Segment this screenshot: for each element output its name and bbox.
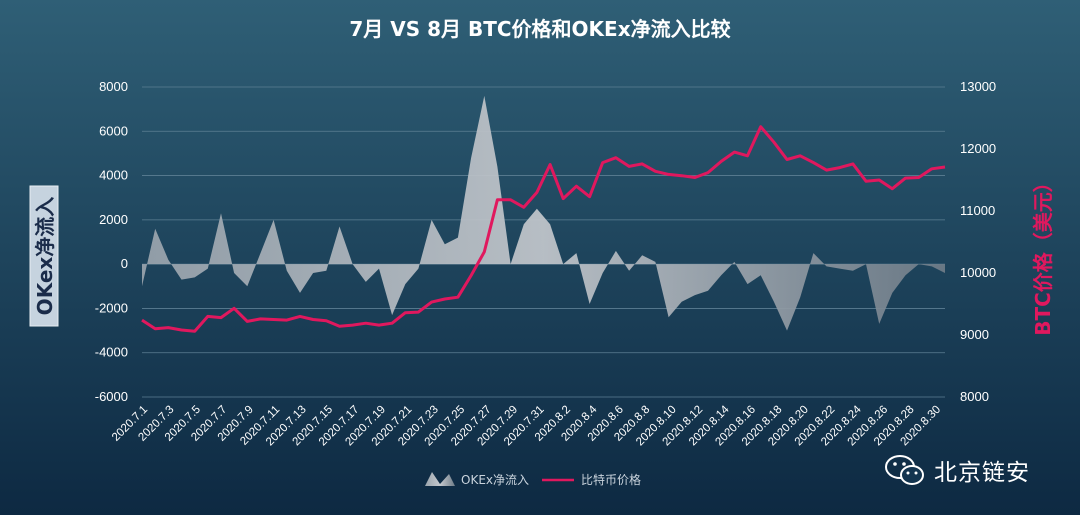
btc-price-line bbox=[141, 125, 946, 333]
right-tick-label: 11000 bbox=[960, 203, 995, 218]
watermark: 北京链安 bbox=[884, 448, 1074, 492]
right-axis-label: BTC价格（美元） bbox=[1031, 172, 1055, 336]
watermark-text: 北京链安 bbox=[934, 460, 1030, 486]
left-axis-ticks: 8000 6000 4000 2000 0 -2000 -4000 -6000 bbox=[95, 79, 128, 404]
right-tick-label: 9000 bbox=[960, 327, 989, 342]
left-tick-label: -4000 bbox=[95, 345, 128, 360]
right-tick-label: 8000 bbox=[960, 389, 989, 404]
legend-item-net-inflow: OKEx净流入 bbox=[461, 473, 529, 487]
left-tick-label: 0 bbox=[121, 256, 128, 271]
left-axis-label-box bbox=[29, 185, 59, 327]
net-inflow-area-series bbox=[142, 95, 945, 331]
right-tick-label: 13000 bbox=[960, 79, 996, 94]
right-tick-label: 10000 bbox=[960, 265, 996, 280]
btc-price-line-series bbox=[141, 125, 946, 333]
net-inflow-area bbox=[142, 95, 945, 331]
legend-item-btc-price: 比特币价格 bbox=[581, 472, 641, 487]
right-axis-ticks: 13000 12000 11000 10000 9000 8000 bbox=[960, 79, 996, 404]
right-tick-label: 12000 bbox=[960, 141, 996, 156]
chart-title: 7月 VS 8月 BTC价格和OKEx净流入比较 bbox=[349, 17, 730, 41]
left-tick-label: -6000 bbox=[95, 389, 128, 404]
legend-area-swatch bbox=[425, 472, 455, 486]
left-tick-label: 4000 bbox=[99, 168, 128, 183]
left-tick-label: 2000 bbox=[99, 212, 128, 227]
legend: OKEx净流入 比特币价格 bbox=[425, 472, 641, 487]
left-axis-label: OKex净流入 bbox=[33, 197, 57, 316]
left-tick-label: 6000 bbox=[99, 123, 128, 138]
left-tick-label: 8000 bbox=[99, 79, 128, 94]
left-tick-label: -2000 bbox=[95, 300, 128, 315]
wechat-icon bbox=[885, 455, 924, 485]
